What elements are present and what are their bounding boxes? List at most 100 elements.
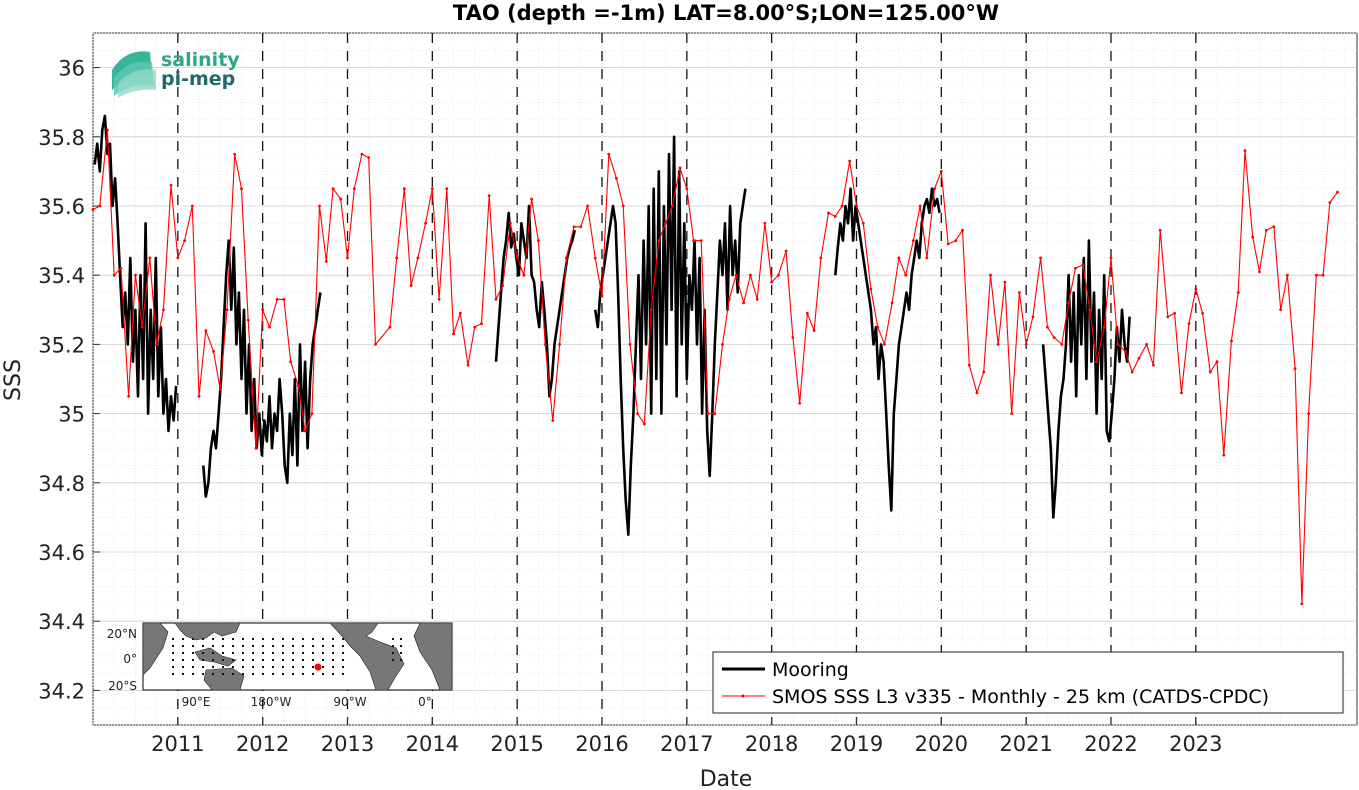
smos-point: [515, 256, 519, 260]
smos-line: [92, 129, 1338, 605]
inset-mooring-dot: [342, 659, 344, 661]
inset-mooring-dot: [272, 659, 274, 661]
smos-point: [473, 325, 477, 329]
inset-mooring-dot: [202, 673, 204, 675]
inset-mooring-dot: [272, 652, 274, 654]
chart-title: TAO (depth =-1m) LAT=8.00°S;LON=125.00°W: [453, 1, 999, 25]
smos-point: [261, 308, 265, 312]
inset-mooring-dot: [332, 673, 334, 675]
inset-mooring-dot: [242, 638, 244, 640]
smos-point: [558, 343, 561, 346]
smos-point: [522, 273, 526, 277]
inset-mooring-dot: [342, 652, 344, 654]
smos-point: [416, 256, 420, 260]
inset-lon-label-90w: 90°W: [333, 695, 366, 709]
smos-point: [1230, 339, 1233, 343]
inset-mooring-dot: [302, 666, 304, 668]
inset-mooring-dot: [202, 645, 204, 647]
smos-point: [890, 301, 894, 305]
y-axis: 34.2 34.4 34.6 34.8 35 35.2 35.4 35.6 35.8 36: [38, 57, 100, 703]
inset-mooring-dot: [242, 666, 244, 668]
smos-point: [1124, 349, 1127, 353]
x-tick-label: 2021: [999, 732, 1052, 756]
smos-point: [911, 239, 915, 243]
inset-lat-label-south: 20°S: [108, 679, 137, 693]
smos-point: [1179, 391, 1183, 395]
smos-point: [1222, 453, 1226, 457]
inset-mooring-dot: [342, 638, 344, 640]
inset-lat-label-equator: 0°: [123, 652, 137, 666]
smos-point: [367, 156, 371, 159]
smos-point: [487, 194, 491, 198]
inset-mooring-dot: [400, 659, 402, 661]
smos-point: [501, 284, 505, 287]
inset-mooring-dot: [392, 638, 394, 640]
smos-point: [636, 412, 640, 415]
smos-point: [346, 256, 349, 260]
smos-point: [430, 187, 434, 191]
inset-map-land-americas: [329, 622, 405, 691]
smos-point: [218, 387, 222, 391]
inset-mooring-dot: [272, 666, 274, 668]
series-layer: [91, 114, 1339, 606]
smos-point: [318, 204, 321, 208]
plot-area: 34.2 34.4 34.6 34.8 35 35.2 35.4 35.6 35.8 36 201…: [38, 32, 1358, 756]
inset-mooring-dot: [242, 645, 244, 647]
inset-mooring-dot: [292, 666, 294, 668]
smos-point: [1307, 412, 1311, 415]
smos-point: [1081, 263, 1085, 267]
x-tick-label: 2014: [406, 732, 459, 756]
smos-point: [1130, 370, 1134, 374]
smos-point: [148, 256, 152, 260]
smos-point: [848, 159, 852, 163]
x-axis-label: Date: [700, 767, 753, 790]
smos-point: [458, 311, 462, 315]
y-tick-label: 35.4: [38, 264, 85, 288]
smos-point: [91, 208, 95, 211]
logo-line-1: salinity: [161, 49, 240, 71]
smos-point: [1145, 343, 1149, 346]
inset-mooring-dot: [332, 652, 334, 654]
inset-mooring-dot: [182, 638, 184, 640]
inset-mooring-dot: [212, 673, 214, 675]
smos-point: [1088, 308, 1092, 312]
smos-point: [1300, 602, 1304, 606]
inset-mooring-dot: [242, 652, 244, 654]
inset-mooring-dot: [282, 666, 284, 668]
inset-mooring-dot: [192, 666, 194, 668]
smos-point: [183, 239, 187, 243]
inset-mooring-dot: [232, 645, 234, 647]
inset-mooring-dot: [232, 638, 234, 640]
smos-point: [989, 273, 992, 277]
inset-mooring-dot: [312, 666, 314, 668]
smos-point: [1251, 235, 1255, 239]
smos-point: [1067, 301, 1070, 305]
mooring-line: [494, 204, 577, 398]
inset-mooring-dot: [202, 638, 204, 640]
inset-mooring-dot: [192, 659, 194, 661]
smos-point: [1045, 325, 1049, 329]
inset-mooring-dot: [252, 638, 254, 640]
smos-point: [162, 308, 165, 312]
y-axis-label: SSS: [1, 359, 26, 401]
inset-mooring-dot: [212, 645, 214, 647]
inset-mooring-dot: [272, 673, 274, 675]
smos-point: [112, 273, 116, 277]
smos-point: [1073, 266, 1077, 270]
smos-point: [727, 298, 731, 301]
x-axis: 2011 2012 2013 2014 2015 2016 2017 2018 2019 2020…: [151, 718, 1223, 756]
smos-point: [798, 401, 802, 405]
smos-point: [699, 239, 703, 243]
inset-mooring-dot: [222, 645, 224, 647]
smos-point: [1116, 343, 1120, 346]
inset-mooring-dot: [192, 673, 194, 675]
inset-mooring-dot: [262, 673, 264, 675]
x-tick-label: 2018: [745, 732, 798, 756]
smos-point: [282, 298, 286, 301]
inset-mooring-dot: [302, 652, 304, 654]
salinity-pi-mep-logo: salinity pi-mep: [112, 49, 240, 98]
smos-point: [212, 349, 215, 353]
inset-lon-label-0: 0°: [418, 695, 432, 709]
smos-point: [466, 363, 470, 367]
inset-mooring-dot: [262, 666, 264, 668]
